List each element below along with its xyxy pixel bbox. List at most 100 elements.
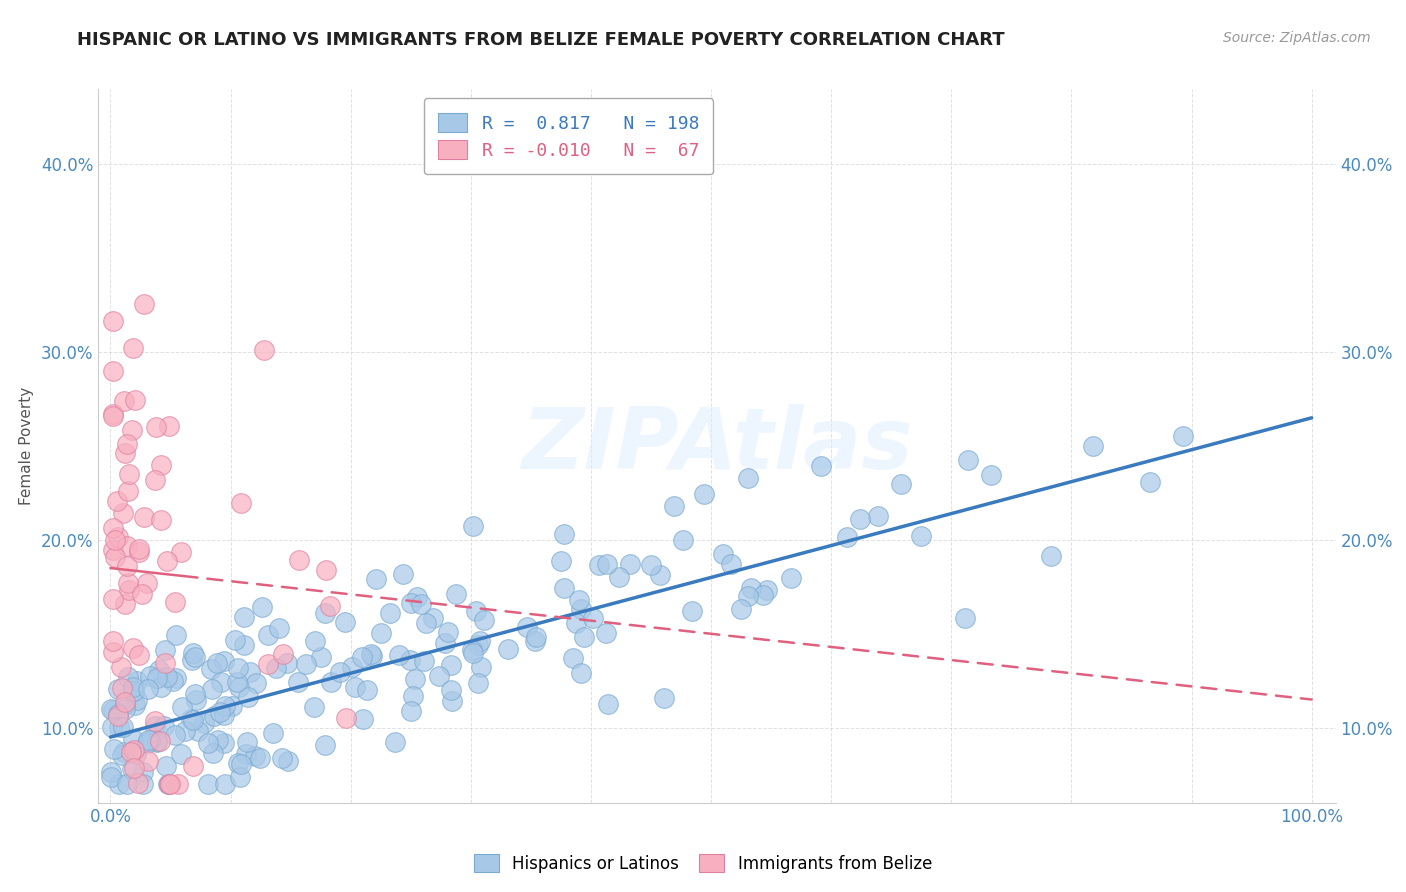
Point <box>467 638 489 652</box>
Point <box>214 698 236 713</box>
Point <box>157 777 180 791</box>
Point <box>957 452 980 467</box>
Point <box>212 707 235 722</box>
Point <box>910 529 932 543</box>
Point <box>118 582 141 597</box>
Point <box>143 473 166 487</box>
Point <box>835 530 858 544</box>
Y-axis label: Female Poverty: Female Poverty <box>20 387 34 505</box>
Point <box>588 558 610 573</box>
Point <box>779 571 801 585</box>
Point <box>681 604 703 618</box>
Point <box>165 628 187 642</box>
Point <box>124 393 146 408</box>
Point <box>201 681 224 696</box>
Point <box>149 513 172 527</box>
Point <box>120 745 142 759</box>
Point <box>640 558 662 573</box>
Point <box>124 698 146 712</box>
Point <box>187 723 209 738</box>
Point <box>205 657 228 671</box>
Point <box>112 393 135 408</box>
Point <box>107 706 129 721</box>
Point <box>472 613 495 627</box>
Point <box>233 610 256 624</box>
Point <box>136 732 159 747</box>
Point <box>572 630 595 644</box>
Point <box>104 549 127 564</box>
Point <box>378 606 401 620</box>
Point <box>118 467 141 481</box>
Point <box>214 777 236 791</box>
Point <box>132 777 155 791</box>
Point <box>128 648 150 662</box>
Point <box>257 627 280 641</box>
Point <box>181 758 204 772</box>
Point <box>569 602 592 616</box>
Point <box>183 713 205 727</box>
Point <box>229 496 252 510</box>
Point <box>121 423 143 437</box>
Point <box>122 761 145 775</box>
Point <box>101 407 124 421</box>
Point <box>422 611 444 625</box>
Point <box>155 643 177 657</box>
Point <box>209 675 232 690</box>
Point <box>224 633 246 648</box>
Point <box>103 644 125 658</box>
Point <box>366 572 388 586</box>
Point <box>516 620 538 634</box>
Point <box>619 558 641 572</box>
Point <box>468 634 491 648</box>
Point <box>329 665 352 680</box>
Point <box>101 409 124 423</box>
Point <box>136 682 159 697</box>
Point <box>226 756 249 770</box>
Point <box>101 363 124 377</box>
Point <box>564 616 586 631</box>
Point <box>253 343 276 358</box>
Point <box>693 487 716 501</box>
Point <box>232 638 254 652</box>
Point <box>235 747 257 761</box>
Point <box>314 738 336 752</box>
Point <box>208 705 231 719</box>
Point <box>197 777 219 791</box>
Point <box>143 719 166 733</box>
Point <box>672 533 695 548</box>
Point <box>370 626 392 640</box>
Point <box>437 625 460 640</box>
Point <box>463 646 485 660</box>
Point <box>107 708 129 723</box>
Point <box>101 521 124 535</box>
Point <box>101 702 124 716</box>
Point <box>463 519 485 533</box>
Point <box>184 649 207 664</box>
Point <box>214 654 236 668</box>
Point <box>711 547 734 561</box>
Point <box>567 592 589 607</box>
Point <box>114 702 136 716</box>
Point <box>122 684 145 698</box>
Point <box>110 659 132 673</box>
Point <box>128 542 150 557</box>
Point <box>467 675 489 690</box>
Point <box>607 570 630 584</box>
Point <box>122 641 145 656</box>
Point <box>266 661 288 675</box>
Point <box>309 649 332 664</box>
Point <box>127 776 149 790</box>
Point <box>740 582 762 596</box>
Point <box>267 621 290 635</box>
Point <box>340 660 363 674</box>
Point <box>226 674 249 689</box>
Point <box>664 499 686 513</box>
Point <box>101 592 124 607</box>
Legend: Hispanics or Latinos, Immigrants from Belize: Hispanics or Latinos, Immigrants from Be… <box>467 847 939 880</box>
Point <box>112 745 135 759</box>
Point <box>162 673 184 688</box>
Point <box>193 716 215 731</box>
Point <box>524 630 547 644</box>
Point <box>427 669 450 683</box>
Point <box>121 732 143 747</box>
